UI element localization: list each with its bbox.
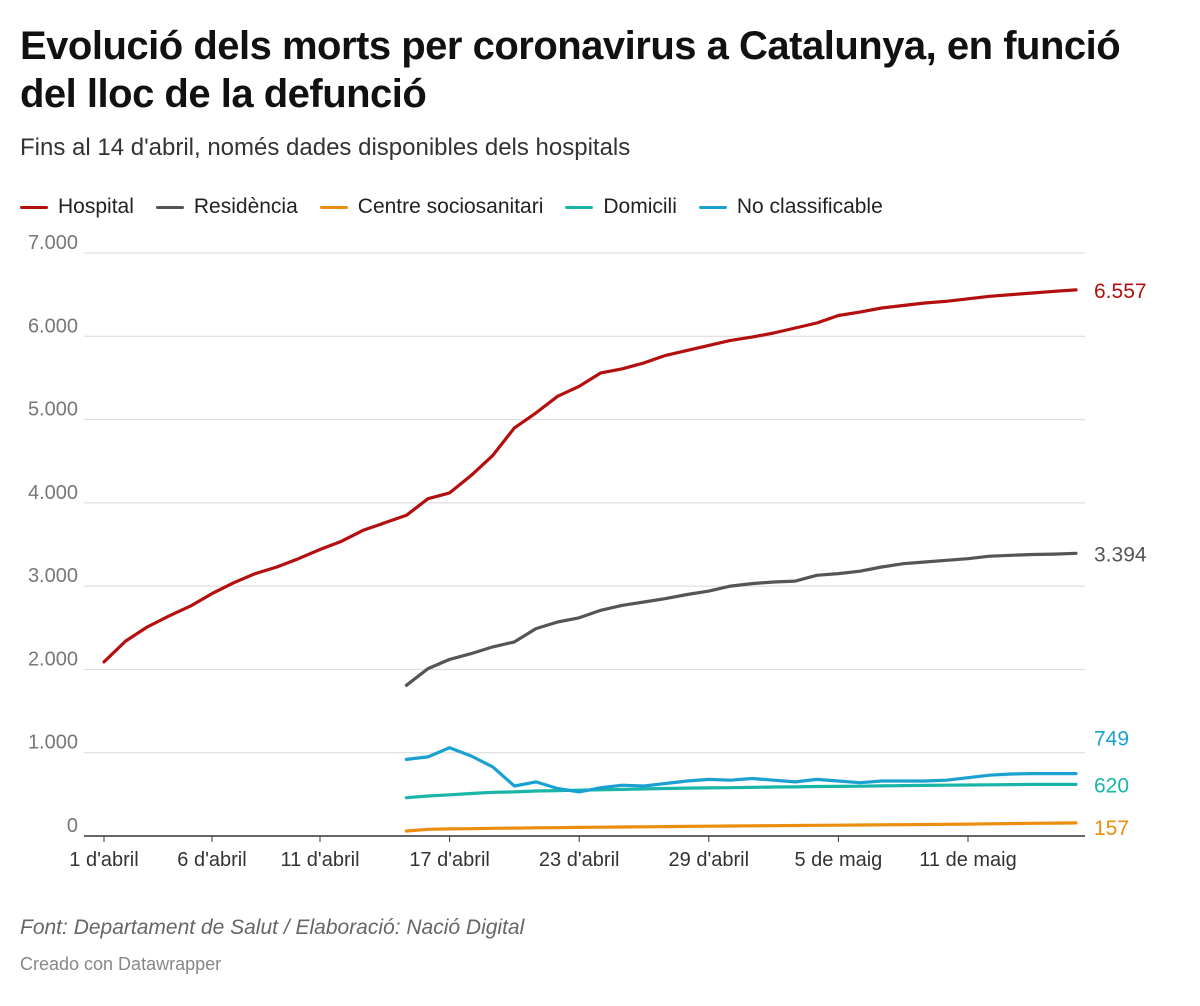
- chart-title: Evolució dels morts per coronavirus a Ca…: [20, 24, 1121, 116]
- series-line-domicili: [404, 782, 1078, 800]
- legend-label-residencia: Residència: [193, 195, 298, 218]
- legend-label-no-classificable: No classificable: [736, 195, 883, 218]
- chart-legend: Hospital Residència Centre sociosanitari…: [20, 195, 905, 219]
- legend-item-residencia: Residència: [155, 195, 298, 219]
- legend-item-domicili: Domicili: [565, 195, 677, 219]
- legend-label-domicili: Domicili: [603, 195, 677, 218]
- legend-swatch-hospital: [20, 205, 48, 209]
- series-line-no-classificable: [404, 746, 1078, 794]
- credit-note: Creado con Datawrapper: [20, 954, 222, 974]
- y-tick-label: 0: [67, 815, 78, 837]
- legend-label-hospital: Hospital: [58, 195, 134, 218]
- end-label-resid-ncia: 3.394: [1094, 543, 1147, 566]
- x-tick-label: 5 de maig: [794, 849, 882, 871]
- legend-swatch-centre-sociosanitari: [319, 205, 348, 209]
- end-label-no-classificable: 749: [1094, 728, 1129, 751]
- x-tick-label: 11 de maig: [919, 849, 1016, 871]
- legend-item-centre-sociosanitari: Centre sociosanitari: [319, 195, 544, 219]
- y-tick-label: 6.000: [28, 315, 78, 337]
- x-tick-label: 23 d'abril: [539, 849, 620, 871]
- chart-subtitle: Fins al 14 d'abril, només dades disponib…: [20, 134, 631, 161]
- x-tick-label: 11 d'abril: [280, 849, 359, 871]
- end-label-centre-sociosanitari: 157: [1094, 817, 1129, 840]
- x-tick-label: 29 d'abril: [669, 849, 750, 871]
- y-tick-label: 1.000: [28, 732, 78, 754]
- source-note: Font: Departament de Salut / Elaboració:…: [20, 916, 525, 939]
- series-line-resid-ncia: [404, 551, 1078, 687]
- series-line-hospital: [102, 288, 1078, 664]
- end-label-domicili: 620: [1094, 774, 1129, 797]
- y-tick-label: 2.000: [28, 648, 78, 670]
- x-tick-label: 6 d'abril: [177, 849, 246, 871]
- legend-label-centre-sociosanitari: Centre sociosanitari: [357, 195, 544, 218]
- y-tick-label: 3.000: [28, 565, 78, 587]
- legend-swatch-residencia: [155, 205, 184, 209]
- y-tick-label: 5.000: [28, 399, 78, 421]
- legend-swatch-domicili: [565, 205, 594, 209]
- line-chart: 0 1.000 2.000 3.000 4.000 5.000 6.000 7.000 1 d'…: [28, 232, 1147, 871]
- y-tick-label: 4.000: [28, 482, 78, 504]
- end-label-hospital: 6.557: [1094, 280, 1147, 303]
- legend-item-no-classificable: No classificable: [698, 195, 883, 219]
- legend-swatch-no-classificable: [698, 205, 727, 209]
- x-tick-label: 17 d'abril: [409, 849, 490, 871]
- legend-item-hospital: Hospital: [20, 195, 134, 219]
- series-line-centre-sociosanitari: [404, 821, 1078, 833]
- y-tick-label: 7.000: [28, 232, 78, 254]
- x-tick-label: 1 d'abril: [69, 849, 138, 871]
